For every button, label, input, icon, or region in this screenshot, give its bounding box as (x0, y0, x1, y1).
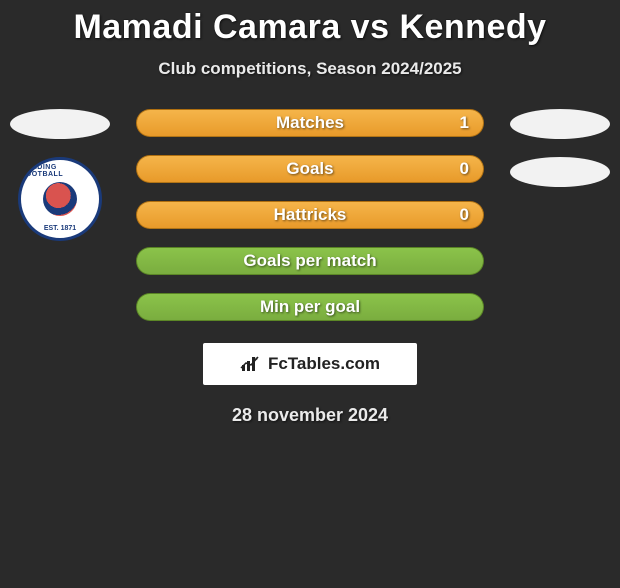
club-badge-left: READING FOOTBALL EST. 1871 (18, 157, 102, 241)
date-line: 28 november 2024 (0, 405, 620, 426)
bar-chart-icon (240, 355, 262, 373)
club-badge-text-top: READING FOOTBALL (21, 164, 99, 178)
stat-label: Goals per match (243, 251, 376, 271)
stat-right-value: 1 (460, 113, 469, 133)
stat-rows: Matches 1 Goals 0 Hattricks 0 Goals per … (136, 109, 484, 321)
stat-label: Matches (276, 113, 344, 133)
stat-row-goals: Goals 0 (136, 155, 484, 183)
player-left-avatar-placeholder (10, 109, 110, 139)
page-subtitle: Club competitions, Season 2024/2025 (0, 59, 620, 79)
club-badge-right-placeholder (510, 157, 610, 187)
stat-label: Goals (286, 159, 333, 179)
stat-row-goals-per-match: Goals per match (136, 247, 484, 275)
comparison-content: READING FOOTBALL EST. 1871 Matches 1 Goa… (0, 109, 620, 426)
player-left-column: READING FOOTBALL EST. 1871 (0, 109, 120, 241)
brand-box[interactable]: FcTables.com (203, 343, 417, 385)
stat-right-value: 0 (460, 205, 469, 225)
stat-row-matches: Matches 1 (136, 109, 484, 137)
stat-row-min-per-goal: Min per goal (136, 293, 484, 321)
club-badge-text-bottom: EST. 1871 (44, 225, 76, 232)
stat-label: Hattricks (274, 205, 347, 225)
stat-row-hattricks: Hattricks 0 (136, 201, 484, 229)
stat-label: Min per goal (260, 297, 360, 317)
player-right-column (500, 109, 620, 187)
stat-right-value: 0 (460, 159, 469, 179)
player-right-avatar-placeholder (510, 109, 610, 139)
brand-text: FcTables.com (268, 354, 380, 374)
page-title: Mamadi Camara vs Kennedy (0, 8, 620, 47)
